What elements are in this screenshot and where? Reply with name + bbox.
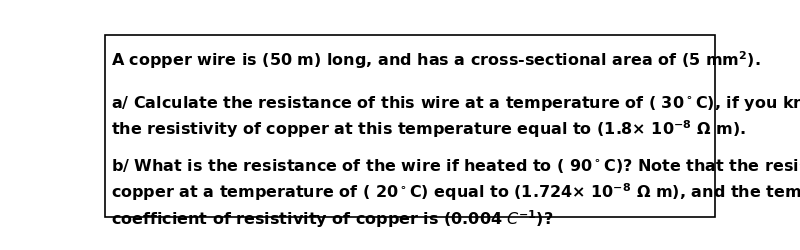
Text: the resistivity of copper at this temperature equal to (1.8× 10$\mathbf{^{-8}}$ : the resistivity of copper at this temper… <box>111 118 746 140</box>
FancyBboxPatch shape <box>105 35 715 217</box>
Text: b/ What is the resistance of the wire if heated to ( 90$\mathbf{^\circ}$C)? Note: b/ What is the resistance of the wire if… <box>111 158 800 176</box>
Text: A copper wire is (50 m) long, and has a cross-sectional area of (5 mm$\mathbf{^2: A copper wire is (50 m) long, and has a … <box>111 49 761 70</box>
Text: a/ Calculate the resistance of this wire at a temperature of ( 30$\mathbf{^\circ: a/ Calculate the resistance of this wire… <box>111 94 800 113</box>
Text: coefficient of resistivity of copper is (0.004 $\mathit{C}$$\mathbf{^{-1}}$)?: coefficient of resistivity of copper is … <box>111 209 554 231</box>
Text: copper at a temperature of ( 20$\mathbf{^\circ}$C) equal to (1.724× 10$\mathbf{^: copper at a temperature of ( 20$\mathbf{… <box>111 182 800 204</box>
